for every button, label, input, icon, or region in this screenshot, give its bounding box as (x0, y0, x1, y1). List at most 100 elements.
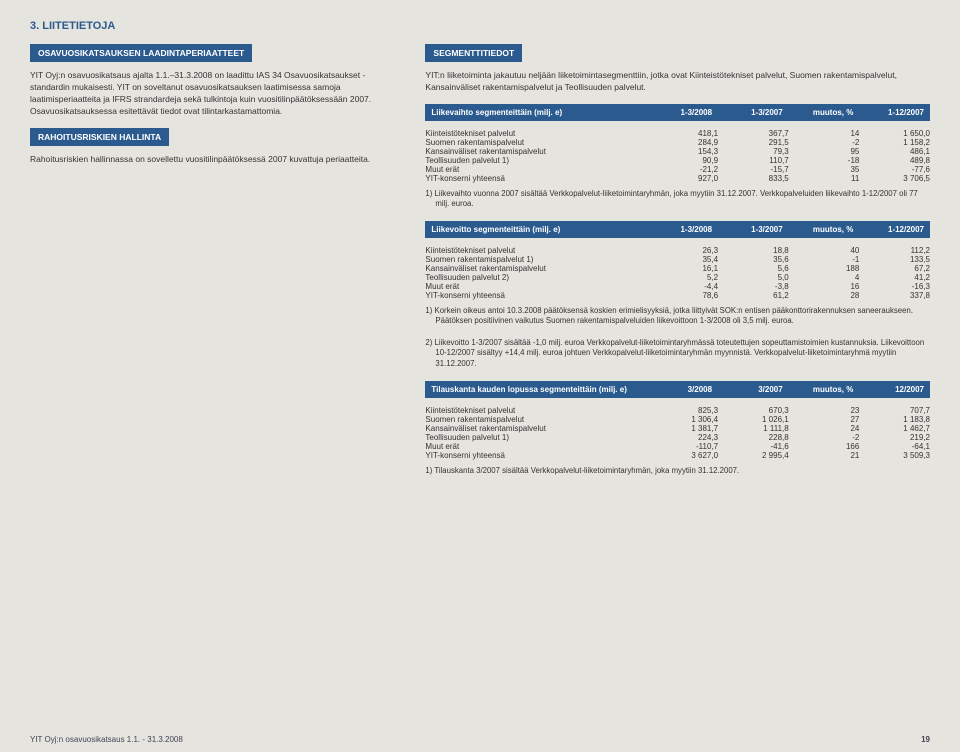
table-head-cell: muutos, % (789, 381, 860, 398)
table-cell: 16,1 (647, 264, 718, 273)
table-head-cell: muutos, % (789, 104, 860, 121)
table-cell: 367,7 (718, 129, 789, 138)
table-cell: 219,2 (859, 433, 930, 442)
table-row: Kiinteistötekniset palvelut825,3670,3237… (425, 406, 930, 415)
table-cell: -16,3 (859, 282, 930, 291)
table-head-cell: muutos, % (789, 221, 860, 238)
page-footer: YIT Oyj:n osavuosikatsaus 1.1. - 31.3.20… (30, 735, 930, 744)
page-number: 19 (921, 735, 930, 744)
table-cell: Kansainväliset rakentamispalvelut (425, 264, 647, 273)
table-cell: 5,2 (647, 273, 718, 282)
table-head-cell: Tilauskanta kauden lopussa segmenteittäi… (425, 381, 647, 398)
table-cell: -64,1 (859, 442, 930, 451)
right-column: SEGMENTTITIEDOT YIT:n liiketoiminta jaka… (425, 44, 930, 488)
table-cell: 26,3 (647, 246, 718, 255)
table-cell: Suomen rakentamispalvelut (425, 138, 647, 147)
table-row: Kiinteistötekniset palvelut26,318,840112… (425, 246, 930, 255)
table-row: YIT-konserni yhteensä927,0833,5113 706,5 (425, 174, 930, 183)
table-cell: 79,3 (718, 147, 789, 156)
table-cell: -2 (789, 433, 860, 442)
table-cell: 1 183,8 (859, 415, 930, 424)
profit-note-1: 1) Korkein oikeus antoi 10.3.2008 päätök… (425, 306, 930, 326)
table-cell: Teollisuuden palvelut 1) (425, 433, 647, 442)
table-cell: 11 (789, 174, 860, 183)
table-cell: -15,7 (718, 165, 789, 174)
table-row: Teollisuuden palvelut 1)90,9110,7-18489,… (425, 156, 930, 165)
table-cell: 833,5 (718, 174, 789, 183)
table-cell: 21 (789, 451, 860, 460)
table-row: Teollisuuden palvelut 2)5,25,0441,2 (425, 273, 930, 282)
table-cell: YIT-konserni yhteensä (425, 174, 647, 183)
table-cell: 670,3 (718, 406, 789, 415)
table-row: Suomen rakentamispalvelut1 306,41 026,12… (425, 415, 930, 424)
table-cell: 35,4 (647, 255, 718, 264)
table-cell: 166 (789, 442, 860, 451)
table-cell: 337,8 (859, 291, 930, 300)
table-row: YIT-konserni yhteensä3 627,02 995,4213 5… (425, 451, 930, 460)
table-cell: 95 (789, 147, 860, 156)
table-cell: 486,1 (859, 147, 930, 156)
table-row: Kansainväliset rakentamispalvelut1 381,7… (425, 424, 930, 433)
table-cell: Muut erät (425, 165, 647, 174)
table-cell: 2 995,4 (718, 451, 789, 460)
table-cell: 1 026,1 (718, 415, 789, 424)
table-cell: 1 381,7 (647, 424, 718, 433)
orderbook-note: 1) Tilauskanta 3/2007 sisältää Verkkopal… (425, 466, 930, 476)
table-cell: 1 111,8 (718, 424, 789, 433)
table-cell: 112,2 (859, 246, 930, 255)
table-cell: YIT-konserni yhteensä (425, 451, 647, 460)
table-head-cell: 1-3/2007 (718, 104, 789, 121)
table-cell: Suomen rakentamispalvelut 1) (425, 255, 647, 264)
table-cell: 927,0 (647, 174, 718, 183)
table-row: Suomen rakentamispalvelut 1)35,435,6-113… (425, 255, 930, 264)
table-cell: -3,8 (718, 282, 789, 291)
footer-text: YIT Oyj:n osavuosikatsaus 1.1. - 31.3.20… (30, 735, 183, 744)
table-cell: 67,2 (859, 264, 930, 273)
table-head-cell: 12/2007 (859, 381, 930, 398)
heading-bar-segment: SEGMENTTITIEDOT (425, 44, 522, 62)
table-cell: -2 (789, 138, 860, 147)
table-cell: 4 (789, 273, 860, 282)
table-cell: -77,6 (859, 165, 930, 174)
table-row: Suomen rakentamispalvelut284,9291,5-21 1… (425, 138, 930, 147)
table-cell: -21,2 (647, 165, 718, 174)
table-head-cell: 3/2008 (647, 381, 718, 398)
table-cell: 35,6 (718, 255, 789, 264)
table-row: YIT-konserni yhteensä78,661,228337,8 (425, 291, 930, 300)
table-cell: 24 (789, 424, 860, 433)
table-cell: Kansainväliset rakentamispalvelut (425, 424, 647, 433)
table-cell: YIT-konserni yhteensä (425, 291, 647, 300)
table-head-cell: 1-12/2007 (859, 221, 930, 238)
table-cell: -41,6 (718, 442, 789, 451)
table-cell: 61,2 (718, 291, 789, 300)
table-cell: Muut erät (425, 442, 647, 451)
table-cell: 1 462,7 (859, 424, 930, 433)
table-head-cell: 1-12/2007 (859, 104, 930, 121)
table-cell: 3 509,3 (859, 451, 930, 460)
table-cell: -110,7 (647, 442, 718, 451)
table-cell: 224,3 (647, 433, 718, 442)
table-cell: 3 627,0 (647, 451, 718, 460)
table-cell: -4,4 (647, 282, 718, 291)
table-cell: 154,3 (647, 147, 718, 156)
table-cell: 1 650,0 (859, 129, 930, 138)
table-cell: 133,5 (859, 255, 930, 264)
table-row: Muut erät-4,4-3,816-16,3 (425, 282, 930, 291)
table-row: Kansainväliset rakentamispalvelut154,379… (425, 147, 930, 156)
table-cell: 188 (789, 264, 860, 273)
table-cell: 35 (789, 165, 860, 174)
table-head-cell: Liikevoitto segmenteittäin (milj. e) (425, 221, 647, 238)
table-cell: 228,8 (718, 433, 789, 442)
table-cell: Teollisuuden palvelut 1) (425, 156, 647, 165)
table-head-cell: 1-3/2008 (647, 221, 718, 238)
table-cell: 825,3 (647, 406, 718, 415)
table-cell: 18,8 (718, 246, 789, 255)
segment-paragraph: YIT:n liiketoiminta jakautuu neljään lii… (425, 70, 930, 94)
table-cell: Kiinteistötekniset palvelut (425, 246, 647, 255)
table-cell: 1 306,4 (647, 415, 718, 424)
table-cell: Kansainväliset rakentamispalvelut (425, 147, 647, 156)
table-cell: Muut erät (425, 282, 647, 291)
table-cell: 291,5 (718, 138, 789, 147)
table-head-cell: 1-3/2008 (647, 104, 718, 121)
table-cell: 27 (789, 415, 860, 424)
